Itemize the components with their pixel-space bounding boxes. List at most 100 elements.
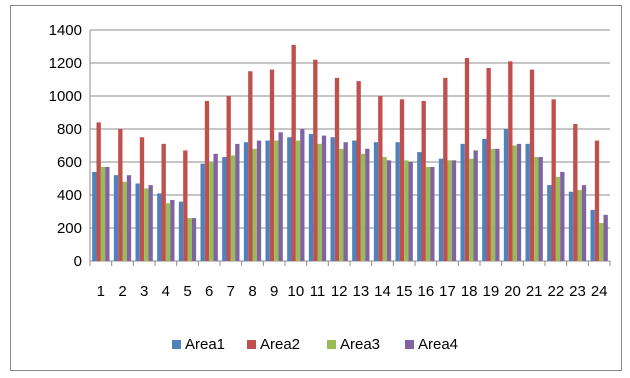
bar-area1-11 bbox=[308, 133, 314, 261]
x-tick-label: 18 bbox=[461, 283, 478, 300]
bar-area2-7 bbox=[226, 96, 231, 261]
bar-area3-9 bbox=[274, 140, 279, 261]
bar-area4-1 bbox=[105, 166, 110, 261]
y-tick-label: 200 bbox=[57, 220, 82, 237]
bar-area2-5 bbox=[183, 150, 188, 261]
bar-area4-3 bbox=[148, 185, 153, 261]
bar-area3-23 bbox=[577, 190, 582, 261]
y-tick-label: 1000 bbox=[49, 88, 82, 105]
x-tick-label: 24 bbox=[591, 283, 608, 300]
bar-area3-4 bbox=[165, 203, 171, 261]
bar-area4-23 bbox=[581, 185, 587, 261]
bar-area4-14 bbox=[386, 160, 392, 261]
bar-area4-4 bbox=[170, 199, 175, 261]
x-tick-label: 1 bbox=[97, 283, 105, 300]
bar-area3-7 bbox=[230, 155, 236, 261]
bar-area2-4 bbox=[161, 143, 166, 261]
bar-area4-16 bbox=[430, 166, 435, 261]
bar-area3-19 bbox=[490, 148, 496, 261]
x-tick-label: 9 bbox=[270, 283, 278, 300]
bar-area2-2 bbox=[118, 129, 123, 261]
x-tick-label: 16 bbox=[417, 283, 434, 300]
y-tick-label: 1200 bbox=[49, 55, 82, 72]
bar-area3-11 bbox=[317, 143, 322, 261]
bar-area2-22 bbox=[551, 99, 556, 261]
bar-area3-6 bbox=[209, 162, 214, 261]
bar-area1-2 bbox=[113, 175, 119, 261]
y-tick-label: 600 bbox=[57, 154, 82, 171]
x-tick-label: 10 bbox=[287, 283, 304, 300]
bar-area3-1 bbox=[100, 166, 106, 261]
bar-area3-13 bbox=[360, 153, 366, 261]
bar-area4-22 bbox=[560, 171, 565, 261]
bar-area3-5 bbox=[187, 218, 192, 261]
bar-area1-18 bbox=[460, 143, 465, 261]
x-tick-label: 13 bbox=[352, 283, 369, 300]
bar-area3-20 bbox=[512, 145, 517, 261]
legend-label-area4: Area4 bbox=[418, 336, 458, 353]
x-tick-label: 20 bbox=[504, 283, 521, 300]
bar-area1-17 bbox=[438, 158, 444, 261]
x-tick-label: 23 bbox=[569, 283, 586, 300]
bar-area2-24 bbox=[594, 140, 600, 261]
bar-area1-12 bbox=[330, 137, 335, 261]
x-tick-label: 8 bbox=[248, 283, 256, 300]
bar-area3-12 bbox=[339, 148, 344, 261]
x-tick-label: 2 bbox=[118, 283, 126, 300]
y-tick-label: 400 bbox=[57, 187, 82, 204]
bar-area1-21 bbox=[525, 143, 530, 261]
bar-area3-16 bbox=[425, 166, 431, 261]
x-tick-label: 11 bbox=[310, 283, 326, 300]
bar-area4-9 bbox=[278, 132, 283, 261]
legend-label-area1: Area1 bbox=[185, 336, 225, 353]
bar-area2-17 bbox=[443, 77, 448, 261]
x-tick-label: 22 bbox=[547, 283, 564, 300]
x-tick-label: 6 bbox=[205, 283, 213, 300]
legend-swatch-area4 bbox=[405, 340, 414, 349]
bar-area3-10 bbox=[295, 140, 301, 261]
x-tick-label: 19 bbox=[482, 283, 499, 300]
bar-area2-20 bbox=[508, 61, 513, 261]
bar-area2-9 bbox=[269, 69, 275, 261]
legend-swatch-area1 bbox=[172, 340, 181, 349]
bar-area1-8 bbox=[243, 142, 249, 261]
bar-area3-17 bbox=[447, 160, 452, 261]
bar-area1-22 bbox=[547, 185, 552, 261]
bar-area1-5 bbox=[178, 201, 184, 261]
bar-area3-24 bbox=[599, 223, 604, 261]
bar-area4-5 bbox=[191, 218, 197, 261]
x-tick-label: 12 bbox=[331, 283, 348, 300]
bar-area1-16 bbox=[417, 152, 422, 261]
bar-area4-17 bbox=[451, 160, 457, 261]
bar-area2-13 bbox=[356, 81, 361, 262]
legend-swatch-area2 bbox=[247, 340, 256, 349]
bar-area4-24 bbox=[603, 214, 608, 261]
legend-swatch-area3 bbox=[327, 340, 336, 349]
bar-area2-11 bbox=[313, 59, 318, 262]
bar-area1-19 bbox=[482, 138, 487, 261]
y-tick-label: 800 bbox=[57, 121, 82, 138]
bar-area3-15 bbox=[404, 160, 409, 261]
x-tick-label: 17 bbox=[439, 283, 456, 300]
bar-area2-12 bbox=[334, 77, 340, 261]
legend-label-area2: Area2 bbox=[260, 336, 300, 353]
bar-area1-13 bbox=[352, 140, 357, 261]
bar-area4-10 bbox=[300, 129, 305, 261]
bar-area1-9 bbox=[265, 140, 270, 261]
bar-area2-6 bbox=[204, 100, 210, 261]
bar-area2-15 bbox=[399, 99, 405, 261]
bar-area4-21 bbox=[538, 157, 543, 261]
bar-area3-3 bbox=[144, 188, 149, 261]
x-tick-label: 21 bbox=[526, 283, 543, 300]
bar-area3-22 bbox=[555, 176, 561, 261]
bar-area3-21 bbox=[534, 157, 539, 261]
bar-area2-1 bbox=[96, 122, 101, 262]
bar-area3-2 bbox=[122, 181, 127, 261]
x-tick-label: 14 bbox=[374, 283, 391, 300]
y-tick-label: 1400 bbox=[49, 22, 82, 39]
bar-area1-23 bbox=[568, 191, 574, 261]
bar-area4-7 bbox=[235, 143, 240, 261]
bar-area1-10 bbox=[287, 137, 292, 261]
x-tick-label: 4 bbox=[162, 283, 170, 300]
